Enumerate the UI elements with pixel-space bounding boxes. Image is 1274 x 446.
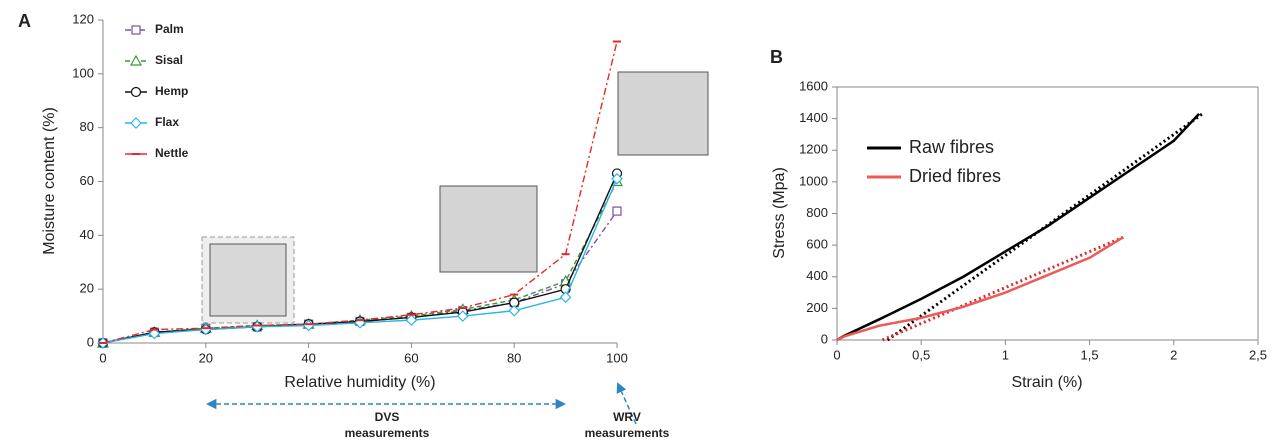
legend-label: Flax bbox=[155, 115, 179, 129]
y-tick-label: 0 bbox=[87, 334, 94, 349]
inset-images bbox=[201, 71, 709, 324]
x-tick-label: 2 bbox=[1170, 347, 1177, 362]
x-tick-label: 80 bbox=[507, 350, 521, 365]
legend-label: Raw fibres bbox=[909, 137, 994, 157]
x-tick-label: 100 bbox=[606, 350, 628, 365]
y-tick-label: 80 bbox=[80, 119, 94, 134]
y-tick-label: 40 bbox=[80, 227, 94, 242]
point bbox=[612, 206, 622, 216]
y-tick-label: 100 bbox=[72, 65, 94, 80]
legend-label: Sisal bbox=[155, 53, 183, 67]
x-tick-label: 40 bbox=[301, 350, 315, 365]
legend-label: Hemp bbox=[155, 84, 188, 98]
panel-label: B bbox=[770, 47, 783, 67]
y-tick-label: 1600 bbox=[799, 78, 828, 93]
series-line bbox=[102, 210, 618, 344]
y-tick-label: 600 bbox=[806, 237, 828, 252]
y-tick-label: 400 bbox=[806, 268, 828, 283]
legend-label: Palm bbox=[155, 22, 184, 36]
x-tick-label: 20 bbox=[199, 350, 213, 365]
point bbox=[148, 327, 161, 340]
y-tick-label: 60 bbox=[80, 173, 94, 188]
x-tick-label: 1,5 bbox=[1081, 347, 1099, 362]
x-tick-label: 60 bbox=[404, 350, 418, 365]
x-tick-label: 0 bbox=[833, 347, 840, 362]
y-axis-title: Stress (Mpa) bbox=[771, 167, 788, 259]
point bbox=[559, 291, 572, 304]
arrows bbox=[205, 382, 637, 425]
point bbox=[456, 310, 469, 322]
fit-line bbox=[881, 235, 1124, 342]
y-tick-label: 0 bbox=[821, 331, 828, 346]
legend-marker bbox=[129, 54, 143, 66]
y-tick-label: 800 bbox=[806, 205, 828, 220]
y-axis-title: Moisture content (%) bbox=[41, 107, 58, 255]
y-tick-label: 20 bbox=[80, 281, 94, 296]
legend-marker bbox=[130, 117, 142, 129]
annotation: DVS measurements bbox=[345, 410, 430, 440]
series-line bbox=[836, 236, 1124, 342]
y-tick-label: 1000 bbox=[799, 173, 828, 188]
x-tick-label: 2,5 bbox=[1249, 347, 1267, 362]
legend-label: Nettle bbox=[155, 146, 189, 160]
x-tick-label: 0,5 bbox=[912, 347, 930, 362]
series-line bbox=[836, 113, 1200, 342]
x-tick-label: 0 bbox=[99, 350, 106, 365]
x-axis-title: Strain (%) bbox=[1011, 374, 1082, 391]
x-axis-title: Relative humidity (%) bbox=[284, 374, 435, 391]
point bbox=[508, 304, 521, 317]
y-tick-label: 120 bbox=[72, 11, 94, 26]
legend-label: Dried fibres bbox=[909, 166, 1001, 186]
legend-marker bbox=[130, 86, 142, 98]
y-tick-label: 1400 bbox=[799, 110, 828, 125]
point bbox=[611, 172, 623, 185]
y-tick-label: 200 bbox=[806, 300, 828, 315]
y-tick-label: 1200 bbox=[799, 142, 828, 157]
legend-marker bbox=[131, 25, 141, 35]
panel-label: A bbox=[18, 11, 31, 31]
plot-frame bbox=[836, 86, 1259, 341]
point bbox=[405, 314, 418, 326]
x-tick-label: 1 bbox=[1002, 347, 1009, 362]
annotation: WRV measurements bbox=[585, 410, 670, 440]
